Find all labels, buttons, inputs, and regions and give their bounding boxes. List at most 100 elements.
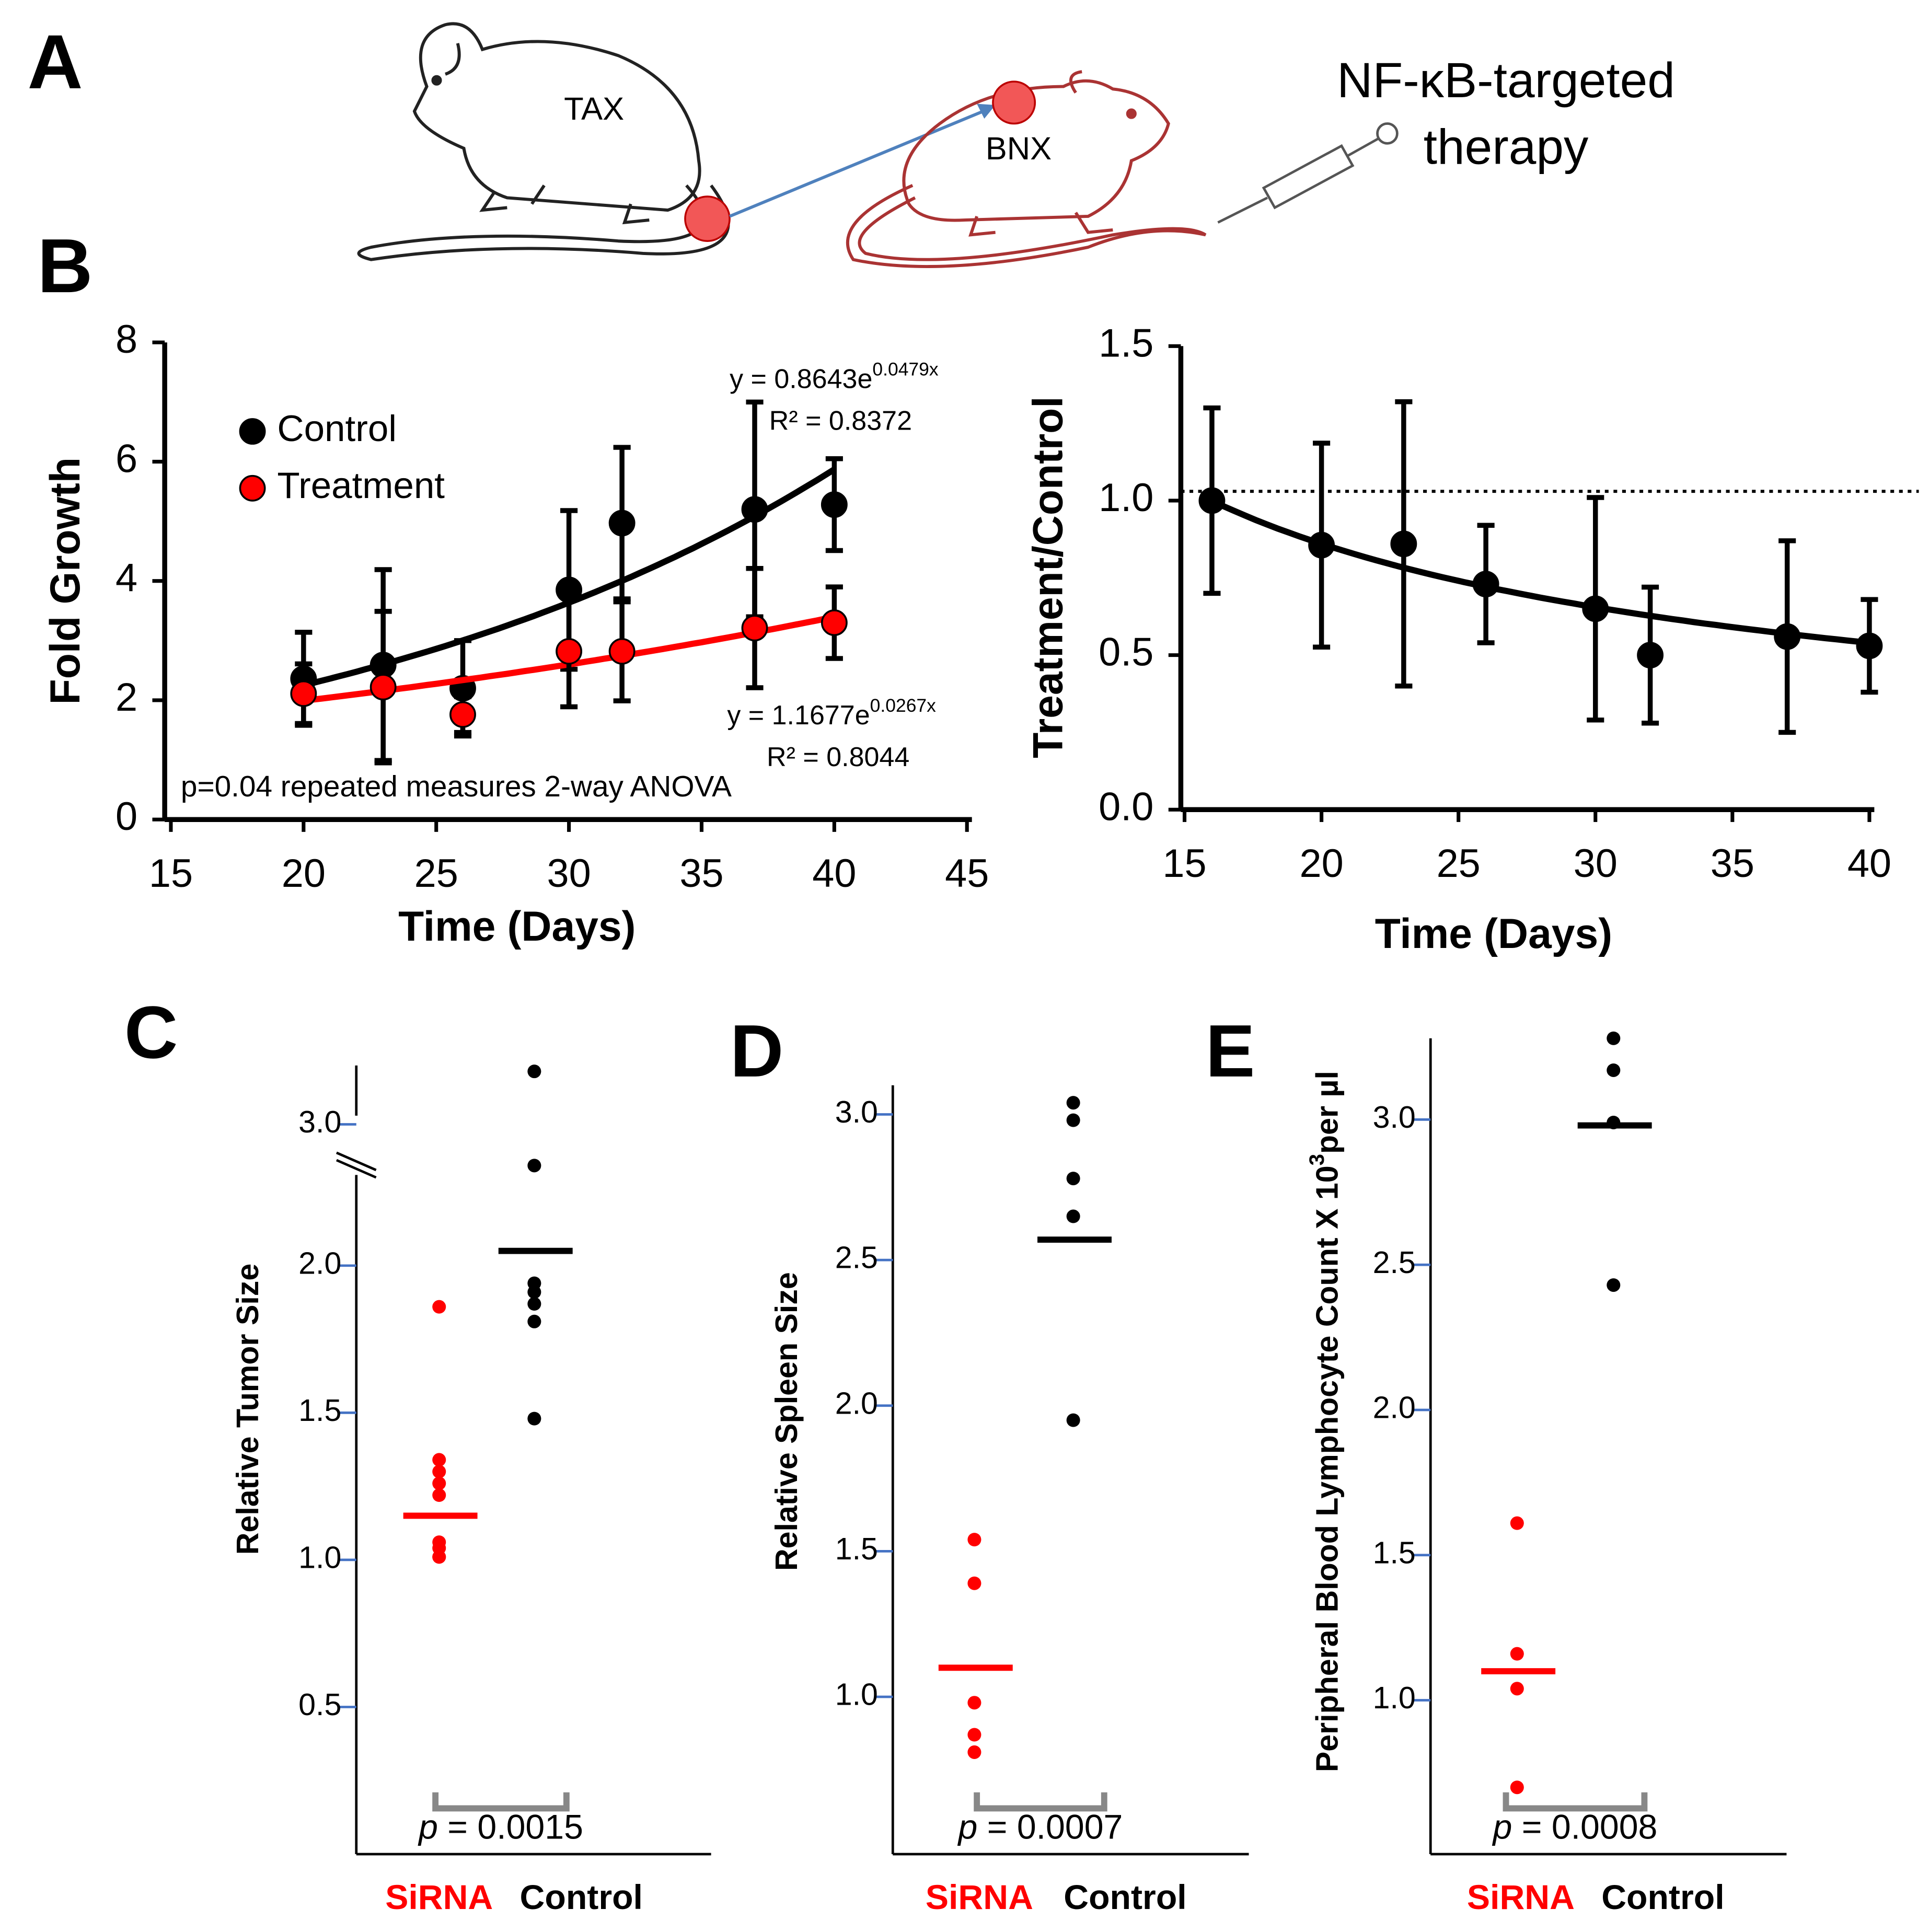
y-tick-label: 3.0 <box>835 1094 878 1129</box>
data-point <box>1607 1278 1621 1292</box>
y-tick-label: 0 <box>115 794 137 839</box>
category-label: SiRNA <box>385 1878 493 1917</box>
data-point <box>608 638 636 665</box>
x-tick-label: 30 <box>1574 841 1618 886</box>
data-point <box>556 638 583 665</box>
y-tick-label: 8 <box>115 317 137 362</box>
fit-equation-exponent: 0.0479x <box>872 359 938 380</box>
y-tick-label: 4 <box>115 556 137 600</box>
data-point <box>527 1412 541 1426</box>
category-label: SiRNA <box>1467 1878 1575 1917</box>
data-point <box>1510 1647 1524 1661</box>
data-point <box>1066 1413 1080 1427</box>
data-point <box>1472 571 1499 598</box>
fit-r2: R² = 0.8044 <box>767 742 909 772</box>
tumor <box>992 80 1036 125</box>
data-point <box>1510 1516 1524 1530</box>
x-tick-label: 35 <box>679 851 723 896</box>
y-tick-label: 6 <box>115 436 137 481</box>
category-label: Control <box>520 1878 643 1917</box>
data-point <box>527 1314 541 1328</box>
data-point <box>1510 1682 1524 1696</box>
x-axis-label: Time (Days) <box>398 903 636 950</box>
p-symbol: p <box>957 1808 978 1846</box>
data-point <box>1607 1031 1621 1045</box>
p-text: = 0.0015 <box>438 1808 583 1846</box>
y-axis-label: Relative Spleen Size <box>769 1272 804 1571</box>
x-tick-label: 15 <box>1162 841 1206 886</box>
annotation: p=0.04 repeated measures 2-way ANOVA <box>181 770 732 803</box>
y-tick-label: 2.0 <box>1373 1390 1416 1425</box>
data-point <box>967 1728 981 1742</box>
y-tick-label: 1.0 <box>835 1677 878 1712</box>
y-tick-label: 1.5 <box>1099 321 1153 365</box>
significance-bracket <box>974 1792 1107 1812</box>
legend-label: Treatment <box>277 465 445 506</box>
p-symbol: p <box>418 1808 438 1846</box>
fit-equation-exponent: 0.0267x <box>870 695 936 716</box>
data-point <box>1582 595 1609 622</box>
y-tick-label: 2.0 <box>298 1245 341 1280</box>
therapy-label: NF-κB-targeted <box>1337 53 1675 108</box>
y-axis-label-sup: 3 <box>1305 1154 1329 1165</box>
data-point <box>1856 632 1883 660</box>
p-text: = 0.0008 <box>1512 1808 1657 1846</box>
data-point <box>1066 1113 1080 1127</box>
y-tick-label: 2.0 <box>835 1385 878 1420</box>
mouse-label: BNX <box>986 131 1052 167</box>
data-point <box>369 674 397 701</box>
fit-r2: R² = 0.8372 <box>769 406 912 436</box>
tumor <box>684 195 731 242</box>
y-tick-label: 1.5 <box>1373 1535 1416 1570</box>
data-point <box>1510 1780 1524 1795</box>
x-tick-label: 45 <box>945 851 989 896</box>
p-value: p = 0.0007 <box>957 1808 1123 1846</box>
data-point <box>741 615 768 642</box>
y-axis-label: Peripheral Blood Lymphocyte Count X 103p… <box>1305 1071 1344 1772</box>
data-point <box>1066 1209 1080 1223</box>
data-point <box>432 1488 446 1502</box>
data-point <box>1390 530 1417 558</box>
y-tick-label: 2.5 <box>835 1240 878 1275</box>
x-tick-label: 30 <box>547 851 591 896</box>
data-point <box>449 701 476 728</box>
data-point <box>967 1745 981 1759</box>
y-tick-label: 0.5 <box>1099 630 1153 675</box>
p-symbol: p <box>1492 1808 1512 1846</box>
data-point <box>967 1576 981 1590</box>
x-tick-label: 40 <box>812 851 856 896</box>
data-point <box>967 1696 981 1710</box>
panel-label: C <box>124 991 178 1074</box>
p-value: p = 0.0015 <box>418 1808 583 1846</box>
category-label: SiRNA <box>926 1878 1033 1917</box>
donor-mouse <box>357 22 730 261</box>
x-axis-label: Time (Days) <box>1375 910 1612 957</box>
data-point <box>432 1300 446 1314</box>
x-tick-label: 25 <box>1437 841 1481 886</box>
y-axis-label-suffix: per µl <box>1309 1071 1344 1154</box>
y-tick-label: 2.5 <box>1373 1245 1416 1280</box>
data-point <box>821 609 848 637</box>
data-point <box>527 1297 541 1311</box>
data-point <box>1198 487 1226 514</box>
recipient-mouse <box>846 70 1207 268</box>
data-point <box>1308 531 1335 559</box>
x-tick-label: 20 <box>282 851 326 896</box>
y-tick-label: 3.0 <box>298 1104 341 1139</box>
data-point <box>1607 1063 1621 1077</box>
x-tick-label: 35 <box>1711 841 1754 886</box>
data-point <box>290 680 317 707</box>
data-point <box>527 1159 541 1173</box>
transfer-arrow <box>729 107 990 218</box>
legend-label: Control <box>277 408 397 449</box>
y-tick-label: 1.0 <box>298 1540 341 1575</box>
y-tick-label: 0.0 <box>1099 784 1153 829</box>
panel-label: D <box>730 1010 783 1093</box>
significance-bracket <box>1503 1792 1648 1812</box>
data-point <box>527 1285 541 1299</box>
y-tick-label: 0.5 <box>298 1687 341 1722</box>
y-tick-label: 1.5 <box>298 1393 341 1428</box>
data-point <box>432 1464 446 1478</box>
legend-marker <box>239 475 266 502</box>
